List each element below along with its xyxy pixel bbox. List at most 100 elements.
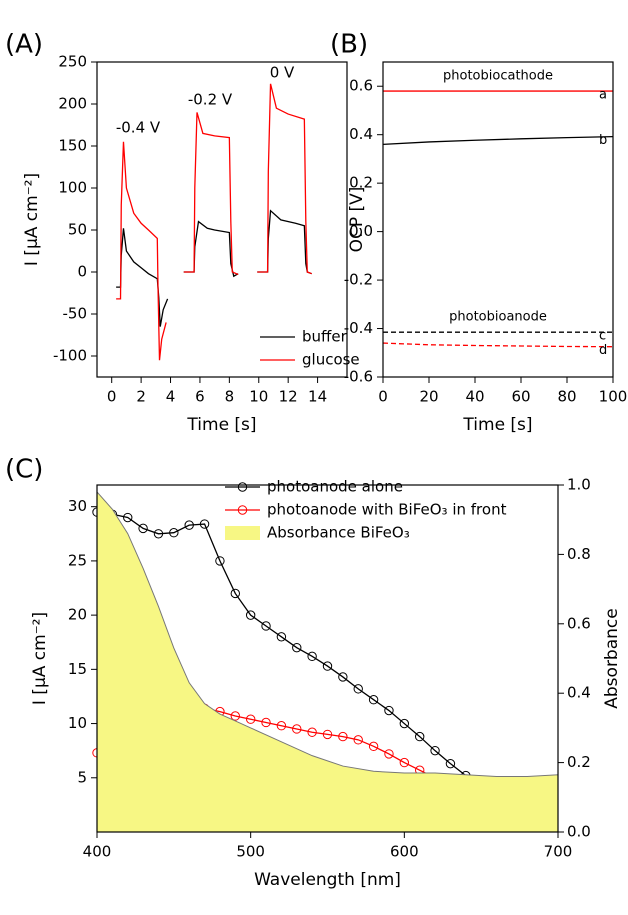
x-tick-label: 2	[136, 388, 146, 406]
x-tick-label: 80	[557, 388, 576, 406]
series-label: b	[599, 133, 607, 148]
y2-tick-label: 0.4	[567, 684, 591, 702]
x-tick-label: 12	[279, 388, 298, 406]
y2-tick-label: 1.0	[567, 476, 591, 494]
data-point	[368, 741, 379, 752]
y-tick-label: 15	[68, 660, 87, 678]
y-tick-label: 0	[77, 263, 87, 281]
data-point	[338, 731, 348, 742]
y-tick-label: 30	[68, 497, 87, 515]
data-point	[230, 711, 241, 721]
data-point	[292, 724, 302, 734]
data-point	[430, 745, 440, 756]
data-point	[261, 717, 271, 728]
x-axis-label: Wavelength [nm]	[254, 870, 401, 890]
data-point	[138, 523, 148, 534]
annotation: 0 V	[270, 64, 295, 82]
y-tick-label: -50	[63, 305, 88, 323]
absorbance-area	[96, 490, 559, 833]
y-tick-label: 25	[68, 551, 87, 569]
x-tick-label: 0	[378, 388, 388, 406]
y-tick-label: 5	[77, 768, 87, 786]
y-tick-label: 250	[58, 53, 87, 71]
legend-label: photoanode with BiFeO₃ in front	[267, 501, 507, 519]
x-tick-label: 400	[83, 843, 112, 861]
data-point	[307, 727, 317, 737]
x-tick-label: 0	[107, 388, 117, 406]
series-line	[382, 135, 614, 146]
data-point	[384, 749, 394, 759]
y-tick-label: 10	[68, 714, 87, 732]
x-tick-label: 10	[249, 388, 268, 406]
y-tick-label: -0.6	[344, 368, 373, 386]
y-tick-label: 0.4	[349, 125, 373, 143]
annotation: photobiocathode	[443, 69, 553, 84]
series-label: c	[599, 329, 606, 344]
series-line	[382, 342, 614, 348]
data-point	[230, 588, 241, 599]
y-axis-label: I [µA cm⁻²]	[22, 173, 42, 266]
data-point	[199, 519, 210, 529]
panel-label: (C)	[5, 455, 43, 485]
annotation: -0.4 V	[116, 119, 161, 137]
y-tick-label: 150	[58, 137, 87, 155]
data-point	[399, 757, 410, 768]
data-point	[322, 729, 333, 740]
x-tick-label: 4	[166, 388, 176, 406]
x-tick-label: 60	[511, 388, 530, 406]
data-point	[353, 684, 363, 694]
data-point	[276, 632, 287, 642]
x-tick-label: 40	[465, 388, 484, 406]
y-axis-label: I [µA cm⁻²]	[30, 612, 50, 705]
y-tick-label: 50	[68, 221, 87, 239]
data-point	[415, 731, 425, 742]
plot-frame	[96, 484, 559, 833]
plot-frame	[382, 61, 614, 378]
y2-tick-label: 0.6	[567, 614, 591, 632]
legend-label: photoanode alone	[267, 478, 403, 496]
data-point	[445, 758, 456, 769]
series-label: d	[599, 343, 607, 358]
legend-label: Absorbance BiFeO₃	[267, 524, 410, 542]
annotation: -0.2 V	[188, 91, 233, 109]
y-tick-label: 0.2	[349, 174, 373, 192]
data-point	[153, 529, 164, 539]
data-point	[353, 735, 363, 745]
data-point	[307, 651, 317, 662]
series-line	[116, 83, 312, 361]
panel-label: (B)	[330, 30, 368, 60]
data-point	[215, 556, 225, 566]
plot-frame	[96, 61, 348, 378]
x-tick-label: 600	[390, 843, 419, 861]
data-point	[322, 661, 333, 671]
x-tick-label: 14	[308, 388, 327, 406]
y-tick-label: 200	[58, 95, 87, 113]
y2-tick-label: 0.8	[567, 545, 591, 563]
y-tick-label: -0.2	[344, 271, 373, 289]
legend-marker	[237, 505, 248, 515]
x-tick-label: 100	[599, 388, 628, 406]
y-axis-label: OCP [V]	[347, 187, 367, 253]
y2-tick-label: 0.0	[567, 823, 591, 841]
y-tick-label: 0.6	[349, 77, 373, 95]
y-tick-label: 20	[68, 606, 87, 624]
data-point	[384, 705, 394, 716]
data-point	[292, 642, 302, 653]
y2-tick-label: 0.2	[567, 753, 591, 771]
data-point	[123, 512, 133, 523]
data-point	[399, 718, 410, 729]
panel-label: (A)	[5, 30, 43, 60]
series-label: a	[599, 88, 607, 103]
legend-label: glucose	[302, 351, 360, 369]
data-point	[338, 672, 348, 682]
x-tick-label: 700	[544, 843, 573, 861]
data-point	[368, 695, 379, 705]
y-tick-label: 0.0	[349, 222, 373, 240]
y-tick-label: 100	[58, 179, 87, 197]
x-tick-label: 20	[419, 388, 438, 406]
data-point	[276, 721, 287, 731]
x-axis-label: Time [s]	[186, 415, 256, 435]
data-point	[169, 528, 179, 538]
